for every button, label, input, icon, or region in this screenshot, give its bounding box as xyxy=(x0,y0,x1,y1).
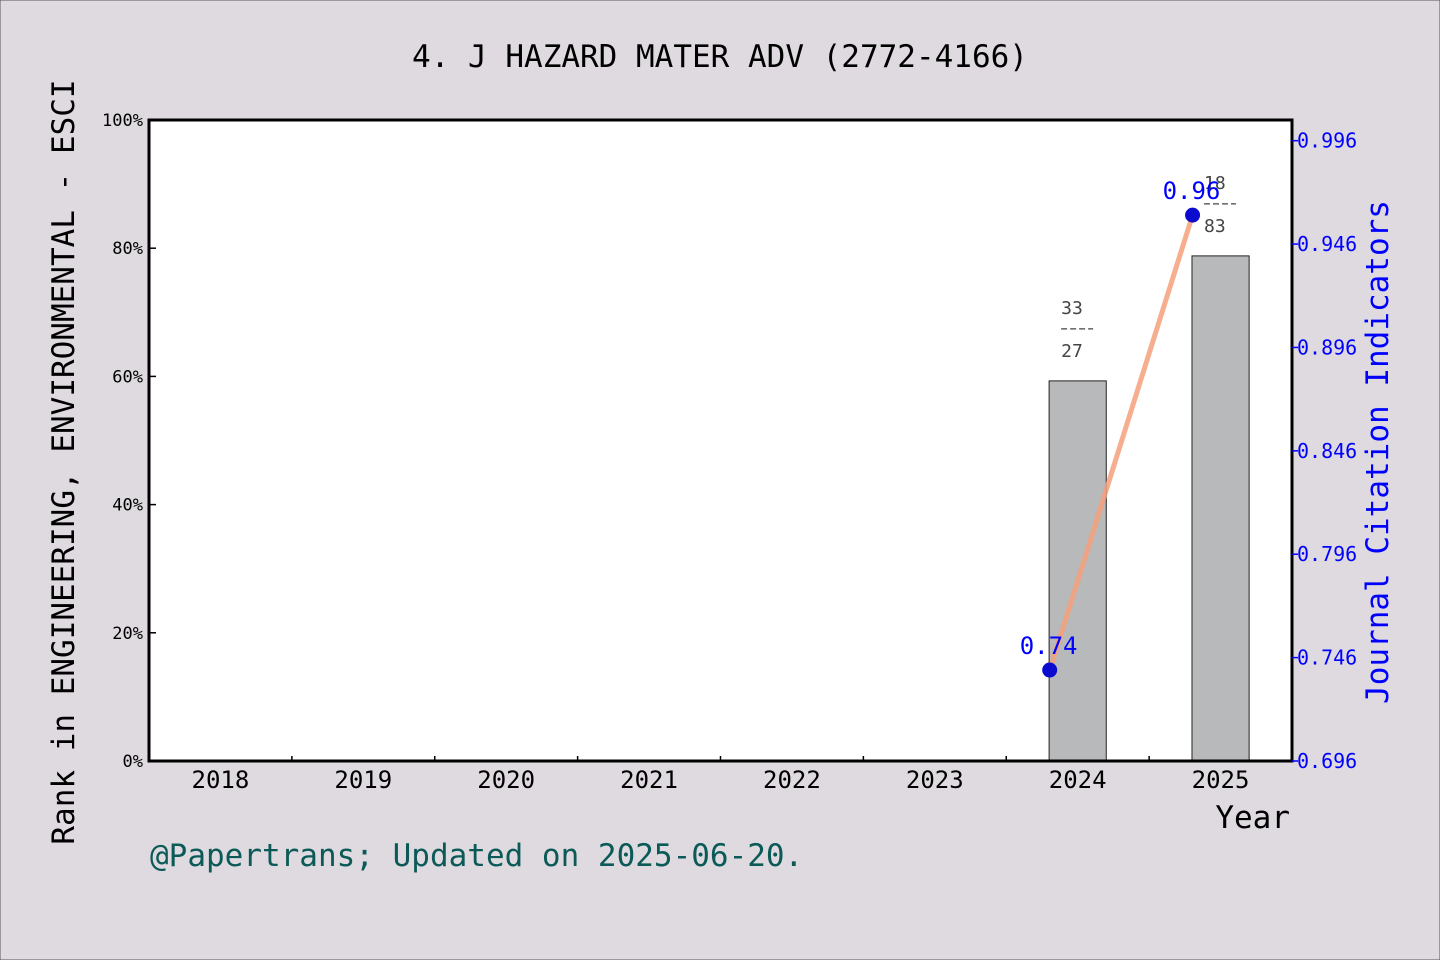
jci-marker-2025 xyxy=(1185,207,1201,223)
x-tick-label: 2023 xyxy=(906,766,964,794)
y-tick-label: 80% xyxy=(112,239,143,259)
y2-tick-label: 0.946 xyxy=(1297,232,1357,256)
y-tick-label: 100% xyxy=(102,111,143,131)
bars-layer: 33 27 18 83 xyxy=(1048,173,1250,762)
y2-tick-label: 0.796 xyxy=(1297,542,1357,566)
y-tick-label: 40% xyxy=(112,496,143,516)
bar-label-bottom: 83 xyxy=(1204,216,1226,237)
x-tick-label: 2025 xyxy=(1192,766,1250,794)
y-tick-label: 0% xyxy=(123,752,143,772)
jci-line-segment xyxy=(1047,212,1196,673)
x-tick-label: 2024 xyxy=(1049,766,1107,794)
x-tick-label: 2021 xyxy=(620,766,678,794)
x-tick-label: 2022 xyxy=(763,766,821,794)
jci-value-label: 0.96 xyxy=(1163,177,1221,205)
x-tick-label: 2019 xyxy=(334,766,392,794)
x-tick-label: 2020 xyxy=(477,766,535,794)
jci-marker-2024 xyxy=(1042,662,1058,678)
y2-axis-label: Journal Citation Indicators xyxy=(1360,200,1396,704)
jci-line-layer: 0.74 0.96 xyxy=(1020,177,1221,678)
y2-tick-label: 0.746 xyxy=(1297,646,1357,670)
y2-tick-label: 0.846 xyxy=(1297,439,1357,463)
y2-tick-label: 0.896 xyxy=(1297,335,1357,359)
bar-label-top: 33 xyxy=(1061,298,1083,319)
axes-layer: 0% 20% 40% 60% 80% 100% 0.696 0.746 0.796 0.846 0.… xyxy=(102,111,1357,794)
y2-tick-label: 0.696 xyxy=(1297,749,1357,773)
y2-tick-label: 0.996 xyxy=(1297,129,1357,153)
y-axis-label: Rank in ENGINEERING, ENVIRONMENTAL - ESC… xyxy=(46,79,82,844)
bar-2024 xyxy=(1048,380,1107,762)
bar-label-top: 18 xyxy=(1204,173,1226,194)
jci-value-label: 0.74 xyxy=(1020,632,1078,660)
y-tick-label: 20% xyxy=(112,624,143,644)
chart-title: 4. J HAZARD MATER ADV (2772-4166) xyxy=(412,39,1028,75)
x-tick-label: 2018 xyxy=(192,766,250,794)
x-axis-label: Year xyxy=(1215,800,1290,836)
bar-2025 xyxy=(1191,255,1250,762)
bar-label-bottom: 27 xyxy=(1061,341,1083,362)
footer-credit: @Papertrans; Updated on 2025-06-20. xyxy=(150,838,803,874)
y-tick-label: 60% xyxy=(112,367,143,387)
